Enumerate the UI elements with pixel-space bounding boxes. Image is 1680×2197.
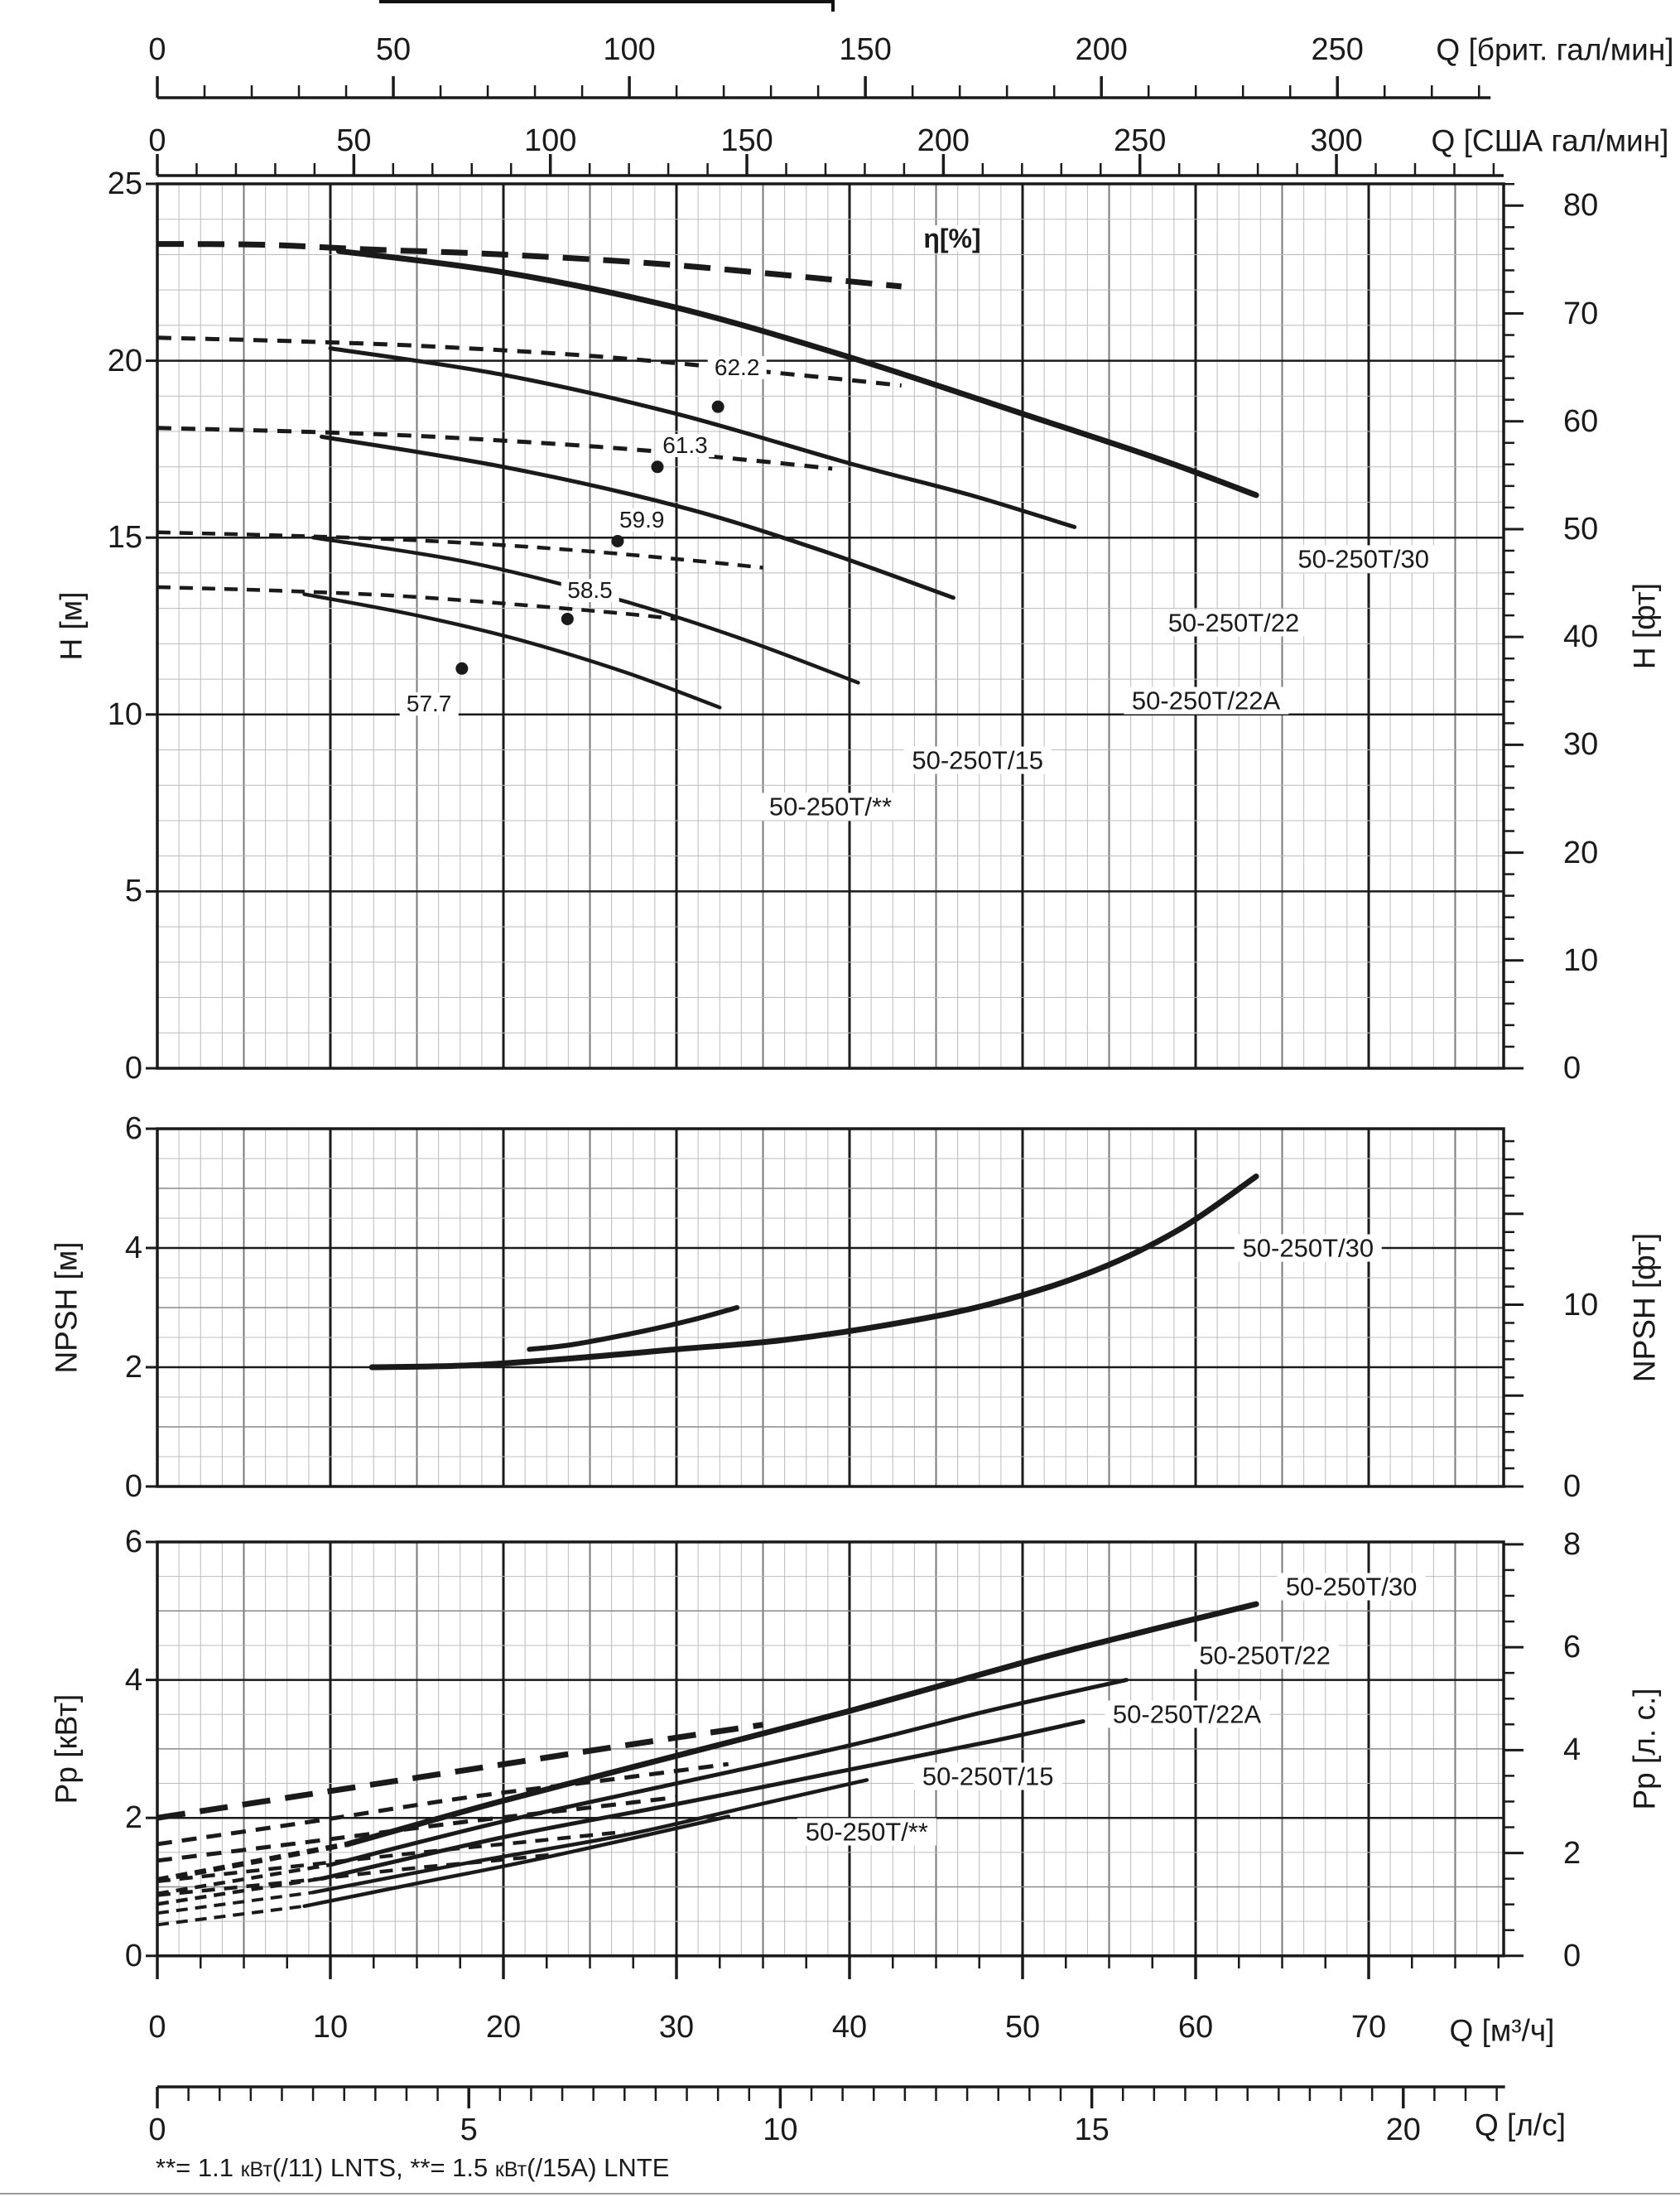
npsh-right-axis-title: NPSH [фт] xyxy=(1627,1232,1662,1383)
x-tick-label-imp-gpm: 200 xyxy=(1075,32,1128,67)
footnote-segment: **= 1.5 xyxy=(410,2153,495,2182)
y-tick-label-head: 5 xyxy=(124,874,142,909)
efficiency-value-label: 62.2 xyxy=(707,356,767,380)
curve-label-head: 50-250T/22A xyxy=(1123,687,1289,715)
efficiency-value-label: 61.3 xyxy=(656,434,715,458)
curve-label-power: 50-250T/** xyxy=(797,1818,936,1846)
curve-label-power: 50-250T/15 xyxy=(913,1762,1062,1790)
efficiency-title: η[%] xyxy=(917,225,988,252)
right-tick-label-head: 80 xyxy=(1563,188,1599,224)
power-left-axis-title: Pp [кВт] xyxy=(49,1694,84,1804)
right-tick-label-head: 20 xyxy=(1563,835,1599,870)
x-tick-label-us-gpm: 0 xyxy=(148,123,166,158)
curve-label-power: 50-250T/22A xyxy=(1104,1700,1270,1728)
x-tick-label-imp-gpm: 100 xyxy=(603,32,656,67)
footnote-segment: (/11) LNTS, xyxy=(272,2153,411,2182)
efficiency-value-label: 59.9 xyxy=(612,508,672,532)
y-tick-label-head: 25 xyxy=(107,166,142,201)
right-tick-label-power: 0 xyxy=(1563,1938,1581,1973)
right-tick-label-head: 10 xyxy=(1563,942,1599,978)
x-tick-label-lps: 10 xyxy=(763,2113,798,2147)
right-tick-label-power: 6 xyxy=(1563,1630,1581,1665)
bottom-axis-title-lps: Q [л/с] xyxy=(1475,2108,1566,2142)
x-tick-label-lps: 0 xyxy=(148,2113,166,2147)
right-tick-label-head: 60 xyxy=(1563,403,1599,439)
x-tick-label-us-gpm: 50 xyxy=(336,123,372,158)
x-tick-label-m3h: 0 xyxy=(148,2010,166,2045)
x-tick-label-m3h: 50 xyxy=(1004,2010,1041,2045)
x-tick-label-us-gpm: 100 xyxy=(523,123,577,158)
curve-label-power: 50-250T/30 xyxy=(1277,1573,1426,1601)
curve-label-npsh: 50-250T/30 xyxy=(1234,1234,1383,1262)
x-tick-label-m3h: 40 xyxy=(831,2010,868,2045)
x-tick-label-m3h: 10 xyxy=(312,2010,349,2045)
x-tick-label-m3h: 60 xyxy=(1177,2010,1214,2045)
x-tick-label-m3h: 70 xyxy=(1350,2010,1387,2045)
page-bottom-rule xyxy=(0,2193,1680,2195)
npsh-left-axis-title: NPSH [м] xyxy=(49,1241,84,1374)
right-tick-label-power: 4 xyxy=(1563,1732,1581,1768)
top-crop-line xyxy=(379,0,835,3)
power-right-axis-title: Pp [л. с.] xyxy=(1627,1688,1662,1810)
bottom-axis-title-m3h: Q [м³/ч] xyxy=(1449,2013,1555,2048)
right-tick-label-npsh: 10 xyxy=(1563,1287,1599,1323)
x-tick-label-lps: 5 xyxy=(460,2113,478,2147)
right-tick-label-npsh: 0 xyxy=(1563,1469,1581,1504)
curve-label-head: 50-250T/15 xyxy=(903,746,1052,774)
right-tick-label-head: 0 xyxy=(1563,1051,1581,1086)
right-tick-label-head: 70 xyxy=(1563,296,1599,331)
footnote-segment: **= 1.1 xyxy=(156,2153,241,2182)
top-axis-title-imp-gpm: Q [брит. гал/мин] xyxy=(1436,32,1674,67)
right-tick-label-head: 30 xyxy=(1563,727,1599,763)
right-tick-label-power: 2 xyxy=(1563,1835,1581,1871)
x-tick-label-imp-gpm: 50 xyxy=(375,32,412,67)
efficiency-value-label: 58.5 xyxy=(561,579,619,603)
x-tick-label-m3h: 20 xyxy=(485,2010,522,2045)
footnote-segment: кВт xyxy=(494,2158,527,2181)
x-tick-label-lps: 20 xyxy=(1385,2113,1421,2147)
y-tick-label-head: 0 xyxy=(124,1051,142,1086)
y-tick-label-head: 10 xyxy=(107,696,142,732)
x-tick-label-us-gpm: 200 xyxy=(917,123,970,158)
curve-label-head: 50-250T/30 xyxy=(1289,545,1437,573)
y-tick-label-power: 6 xyxy=(124,1525,142,1559)
footnote: **= 1.1 кВт(/11) LNTS, **= 1.5 кВт(/15A)… xyxy=(156,2153,669,2183)
x-tick-label-lps: 15 xyxy=(1074,2113,1110,2147)
right-tick-label-head: 40 xyxy=(1563,619,1599,655)
footnote-segment: (/15A) LNTE xyxy=(527,2153,670,2182)
x-tick-label-m3h: 30 xyxy=(658,2010,695,2045)
head-left-axis-title: H [м] xyxy=(54,591,89,661)
y-tick-label-power: 0 xyxy=(124,1938,142,1973)
y-tick-label-npsh: 6 xyxy=(124,1111,142,1146)
head-right-axis-title: H [фт] xyxy=(1627,582,1662,670)
x-tick-label-us-gpm: 300 xyxy=(1310,123,1363,158)
x-tick-label-imp-gpm: 250 xyxy=(1311,32,1364,67)
curve-label-head: 50-250T/** xyxy=(760,793,901,821)
curve-label-head: 50-250T/22 xyxy=(1159,609,1308,637)
y-tick-label-npsh: 2 xyxy=(124,1350,142,1385)
curve-label-power: 50-250T/22 xyxy=(1191,1641,1339,1669)
y-tick-label-power: 2 xyxy=(124,1800,142,1836)
x-tick-label-us-gpm: 250 xyxy=(1114,123,1167,158)
y-tick-label-npsh: 0 xyxy=(124,1469,142,1504)
top-axis-title-us-gpm: Q [США гал/мин] xyxy=(1431,123,1669,158)
y-tick-label-npsh: 4 xyxy=(124,1231,142,1265)
right-tick-label-power: 8 xyxy=(1563,1526,1581,1562)
x-tick-label-imp-gpm: 0 xyxy=(148,32,166,67)
right-tick-label-head: 50 xyxy=(1563,511,1599,547)
footnote-segment: кВт xyxy=(240,2158,272,2181)
x-tick-label-imp-gpm: 150 xyxy=(839,32,892,67)
y-tick-label-power: 4 xyxy=(124,1662,142,1698)
x-tick-label-us-gpm: 150 xyxy=(720,123,773,158)
y-tick-label-head: 20 xyxy=(107,343,142,378)
top-crop-line-stub xyxy=(831,0,835,12)
efficiency-value-label: 57.7 xyxy=(399,691,459,715)
y-tick-label-head: 15 xyxy=(107,520,142,556)
